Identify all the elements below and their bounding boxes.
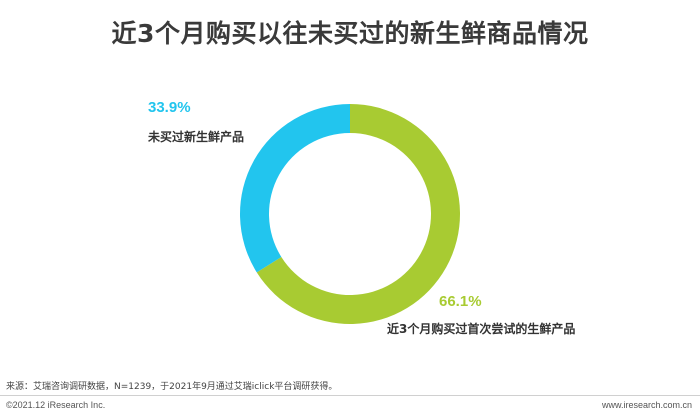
slice-category-label-bought: 近3个月购买过首次尝试的生鲜产品 [387,322,576,336]
footer-divider [0,395,700,396]
website-link[interactable]: www.iresearch.com.cn [601,400,692,410]
slice-category-label-not-bought: 未买过新生鲜产品 [148,130,245,144]
donut-slice-1 [240,104,350,273]
slice-value-label-not-bought: 33.9% [148,99,191,116]
chart-title: 近3个月购买以往未买过的新生鲜商品情况 [111,19,589,48]
slice-value-label-bought: 66.1% [439,293,482,310]
source-note: 来源：艾瑞咨询调研数据，N=1239，于2021年9月通过艾瑞iclick平台调… [6,382,338,392]
copyright-text: ©2021.12 iResearch Inc. [6,400,106,410]
